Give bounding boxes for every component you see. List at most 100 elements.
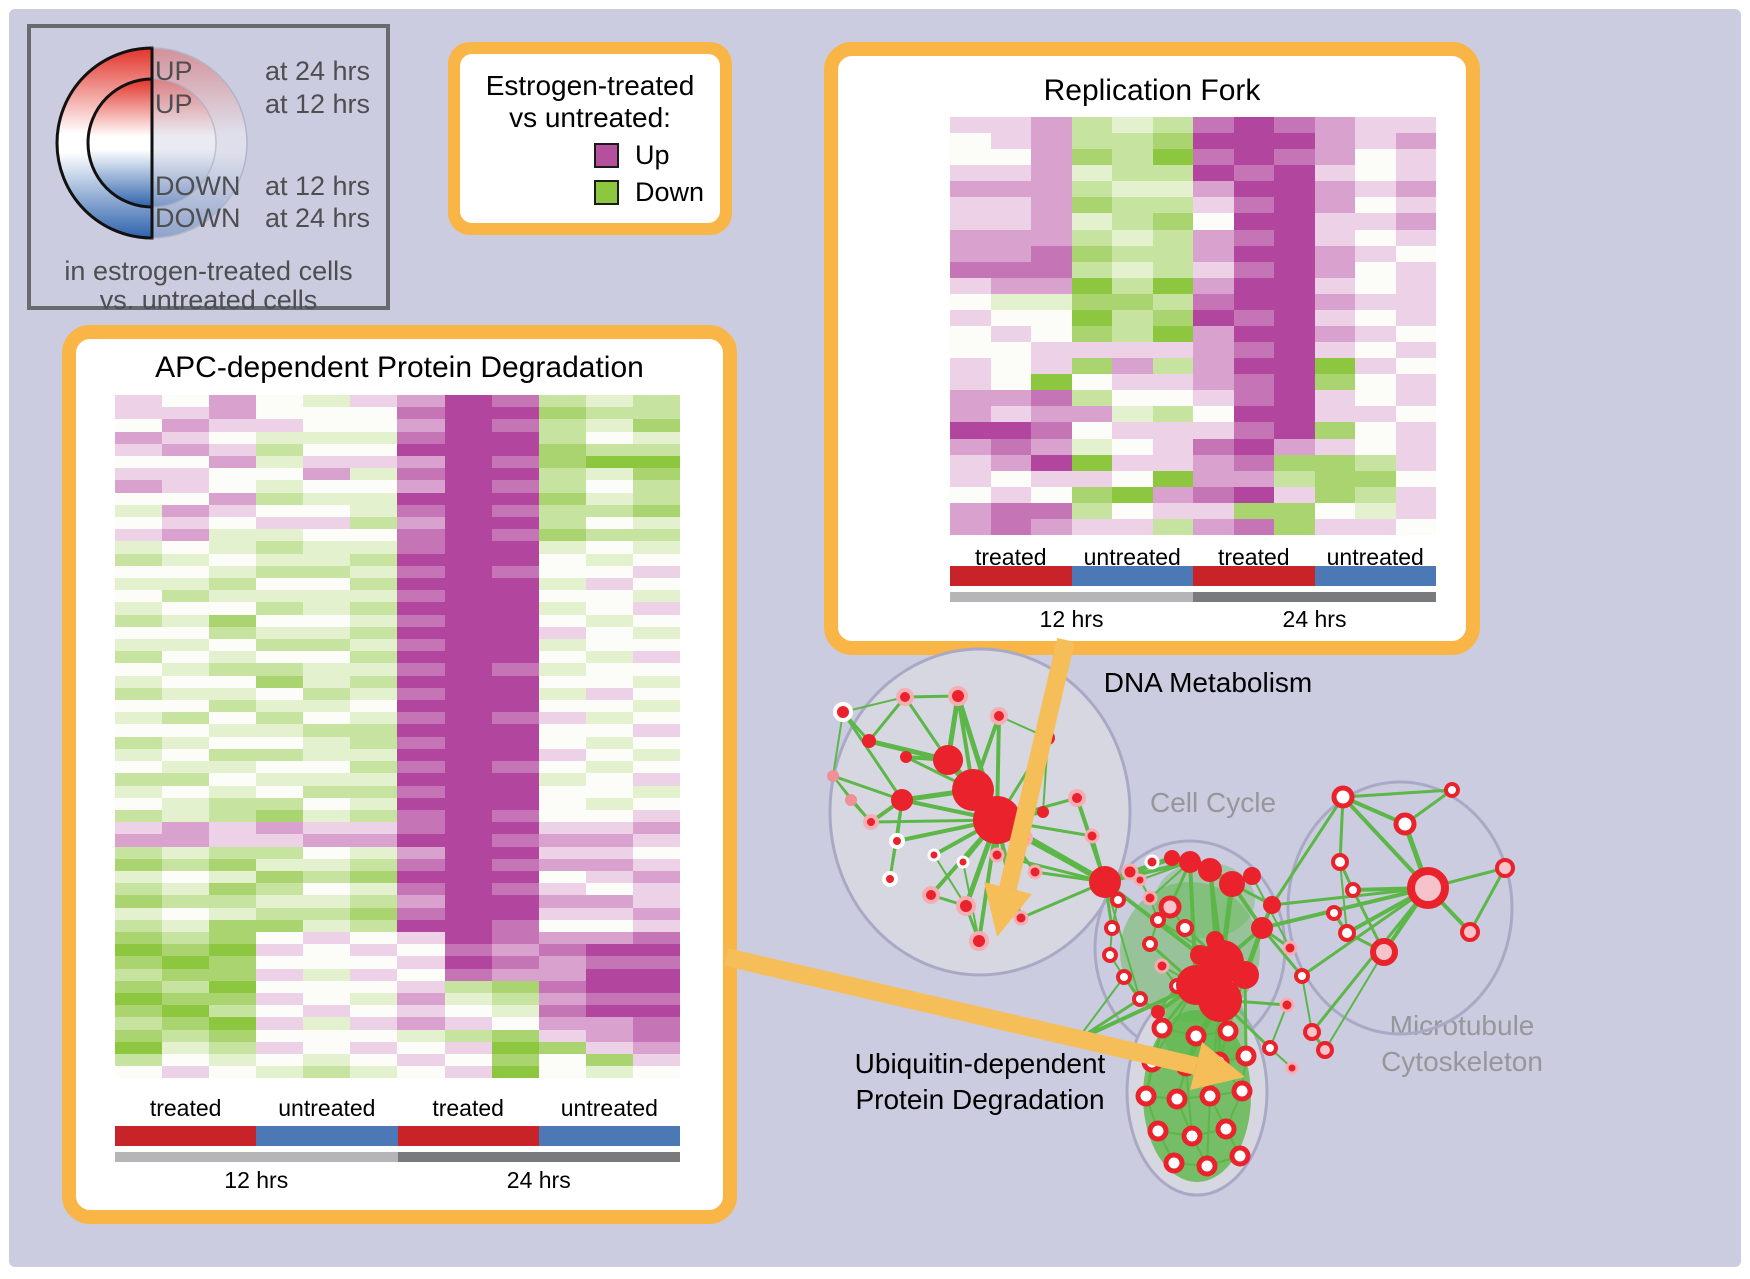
heatmap-cell [256, 956, 304, 969]
heatmap-cell [303, 456, 351, 469]
heatmap-cell [491, 785, 539, 798]
heatmap-cell [491, 553, 539, 566]
heatmap-cell [990, 277, 1031, 294]
heatmap-cell [491, 651, 539, 664]
heatmap-cell [397, 700, 445, 713]
heatmap-cell [397, 480, 445, 493]
heatmap-row [115, 431, 680, 444]
heatmap-cell [256, 834, 304, 847]
time-label: at 12 hrs [264, 171, 370, 201]
heatmap-cell [1031, 197, 1072, 214]
heatmap-cell [350, 480, 398, 493]
heatmap-row [115, 468, 680, 481]
heatmap-cell [1112, 165, 1153, 182]
heatmap-cell [1071, 293, 1112, 310]
heatmap-cell [162, 456, 210, 469]
heatmap-row [115, 419, 680, 432]
heatmap-cell [256, 736, 304, 749]
heatmap-cell [397, 907, 445, 920]
heatmap-cell [162, 517, 210, 530]
heatmap-cell [350, 822, 398, 835]
heatmap-cell [990, 165, 1031, 182]
heatmap-cell [256, 907, 304, 920]
heatmap-cell [303, 431, 351, 444]
heatmap-cell [209, 919, 257, 932]
heatmap-cell [303, 1041, 351, 1054]
heatmap-row [950, 518, 1436, 536]
heatmap-row [115, 602, 680, 615]
heatmap-cell [350, 529, 398, 542]
heatmap-cell [444, 980, 492, 993]
heatmap-cell [1355, 149, 1396, 166]
heatmap-cell [162, 651, 210, 664]
heatmap-cell [632, 809, 680, 823]
heatmap-cell [303, 785, 351, 798]
heatmap-cell [397, 797, 445, 810]
heatmap-cell [397, 504, 445, 518]
heatmap-cell [1152, 326, 1193, 343]
heatmap-cell [1274, 502, 1315, 519]
heatmap-cell [115, 907, 163, 920]
heatmap-cell [397, 748, 445, 762]
heatmap-cell [115, 529, 163, 542]
heatmap-cell [303, 492, 351, 505]
heatmap-cell [1274, 229, 1315, 246]
heatmap-cell [585, 846, 633, 859]
heatmap-cell [491, 395, 539, 408]
heatmap-row [115, 858, 680, 871]
time-group-bar-segment [1193, 592, 1436, 602]
heatmap-cell [162, 834, 210, 847]
heatmap-row [950, 213, 1436, 230]
heatmap-cell [303, 968, 351, 981]
heatmap-cell [1071, 133, 1112, 150]
heatmap-cell [491, 944, 539, 957]
heatmap-cell [209, 590, 257, 603]
heatmap-cell [115, 651, 163, 664]
heatmap-cell [1031, 165, 1072, 182]
heatmap-cell [1233, 149, 1274, 166]
heatmap-row [115, 1053, 680, 1067]
heatmap-cell [303, 1029, 351, 1042]
heatmap-cell [444, 785, 492, 798]
heatmap-cell [162, 736, 210, 749]
heatmap-cell [1355, 293, 1396, 310]
heatmap-cell [585, 785, 633, 798]
heatmap-cell [1031, 181, 1072, 198]
heatmap-cell [1355, 326, 1396, 343]
heatmap-cell [350, 578, 398, 591]
heatmap-row [115, 748, 680, 762]
heatmap-cell [444, 931, 492, 945]
heatmap-cell [397, 846, 445, 859]
heatmap-cell [256, 687, 304, 701]
heatmap-cell [350, 590, 398, 603]
heatmap-cell [115, 1053, 163, 1067]
heatmap-cell [115, 407, 163, 420]
heatmap-cell [538, 736, 586, 749]
heatmap-cell [585, 565, 633, 579]
heatmap-cell [397, 968, 445, 981]
heatmap-cell [350, 1005, 398, 1018]
heatmap-cell [444, 761, 492, 774]
heatmap-cell [1112, 406, 1153, 423]
heatmap-row [115, 822, 680, 835]
heatmap-cell [303, 944, 351, 957]
heatmap-cell [303, 480, 351, 493]
heatmap-cell [585, 639, 633, 652]
heatmap-cell [162, 1053, 210, 1067]
treatment-group-bar-segment [1314, 566, 1436, 586]
heatmap-cell [538, 919, 586, 932]
heatmap-cell [491, 834, 539, 847]
heatmap-cell [585, 1029, 633, 1042]
heatmap-cell [1355, 374, 1396, 391]
time-group-label: 12 hrs [1039, 606, 1104, 632]
heatmap-cell [538, 480, 586, 493]
heatmap-cell [444, 541, 492, 554]
heatmap-cell [632, 468, 680, 481]
heatmap-cell [491, 931, 539, 945]
heatmap-cell [1395, 261, 1436, 278]
heatmap-cell [950, 309, 991, 327]
heatmap-cell [162, 687, 210, 701]
heatmap-cell [585, 870, 633, 884]
heatmap-cell [1233, 390, 1274, 407]
heatmap-cell [585, 809, 633, 823]
